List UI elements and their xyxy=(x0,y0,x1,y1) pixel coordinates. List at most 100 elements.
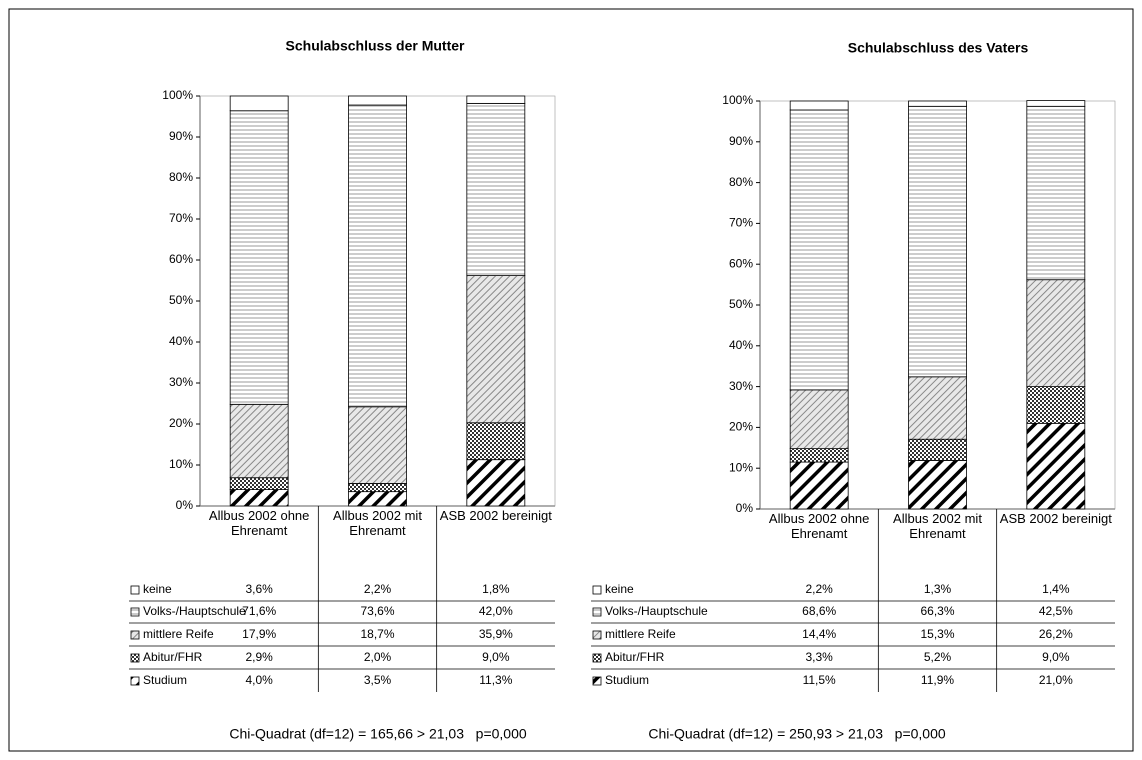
y-tick-label: 60% xyxy=(729,256,753,270)
bar-segment xyxy=(466,459,526,507)
x-tick-label-box: Allbus 2002 mit Ehrenamt xyxy=(333,508,422,538)
table-value: 1,4% xyxy=(1042,582,1070,596)
table-value: 66,3% xyxy=(920,604,954,618)
y-tick-label: 40% xyxy=(169,334,193,348)
bar-segment xyxy=(229,489,289,507)
table-value: 15,3% xyxy=(920,627,954,641)
legend-swatch xyxy=(130,676,140,686)
y-tick-label: 20% xyxy=(169,416,193,430)
table-value: 1,3% xyxy=(924,582,952,596)
y-tick-label: 100% xyxy=(722,93,753,107)
y-tick-label: 50% xyxy=(729,297,753,311)
bar-segment xyxy=(229,477,289,490)
table-value: 2,0% xyxy=(364,650,392,664)
bar-segment xyxy=(908,105,967,378)
bar-segment xyxy=(466,95,526,104)
legend-swatch xyxy=(592,585,602,595)
table-value: 35,9% xyxy=(479,627,513,641)
y-tick-label: 50% xyxy=(169,293,193,307)
y-tick-label: 60% xyxy=(169,252,193,266)
annotation: Chi-Quadrat (df=12) = 250,93 > 21,03 p=0… xyxy=(648,726,946,742)
table-value: 18,7% xyxy=(360,627,394,641)
bar-segment xyxy=(908,460,967,510)
bar-segment xyxy=(1026,422,1086,510)
table-value: 2,9% xyxy=(245,650,273,664)
table-value: 42,0% xyxy=(479,604,513,618)
legend-label: keine xyxy=(605,582,634,596)
table-value: 9,0% xyxy=(482,650,510,664)
bar-segment xyxy=(789,461,849,510)
bar-segment xyxy=(229,95,289,112)
bar-segment xyxy=(789,389,849,450)
bar-segment xyxy=(466,275,526,424)
bar-segment xyxy=(1026,386,1086,424)
x-tick-label: Allbus 2002 ohne Ehrenamt xyxy=(768,511,870,541)
legend-label: mittlere Reife xyxy=(143,627,214,641)
table-value: 14,4% xyxy=(802,627,836,641)
bar-segment xyxy=(348,104,407,408)
legend-label: Studium xyxy=(605,673,649,687)
table-value: 3,6% xyxy=(245,582,273,596)
table-value: 4,0% xyxy=(245,673,273,687)
x-tick-label: Allbus 2002 mit Ehrenamt xyxy=(333,508,422,538)
table-value: 2,2% xyxy=(364,582,392,596)
legend-swatch xyxy=(130,653,140,663)
legend-swatch xyxy=(592,653,602,663)
bar-segment xyxy=(229,110,289,405)
x-tick-label: Allbus 2002 ohne Ehrenamt xyxy=(208,508,310,538)
table-value: 3,3% xyxy=(805,650,833,664)
legend-swatch xyxy=(592,676,602,686)
legend-label: Volks-/Hauptschule xyxy=(605,604,708,618)
bar-segment xyxy=(466,102,526,276)
table-value: 9,0% xyxy=(1042,650,1070,664)
y-tick-label: 100% xyxy=(162,88,193,102)
x-tick-label-box: Allbus 2002 ohne Ehrenamt xyxy=(208,508,310,538)
y-tick-label: 30% xyxy=(169,375,193,389)
x-tick-label: Allbus 2002 mit Ehrenamt xyxy=(893,511,982,541)
legend-swatch xyxy=(130,585,140,595)
y-tick-label: 80% xyxy=(169,170,193,184)
table-value: 42,5% xyxy=(1039,604,1073,618)
chart-title: Schulabschluss des Vaters xyxy=(848,40,1029,56)
bar-segment xyxy=(789,448,849,463)
bar-segment xyxy=(789,100,849,111)
legend-swatch xyxy=(592,607,602,617)
x-tick-label-box: Allbus 2002 mit Ehrenamt xyxy=(893,511,982,541)
legend-label: Abitur/FHR xyxy=(143,650,203,664)
x-tick-label-box: ASB 2002 bereinigt xyxy=(439,508,552,523)
y-tick-label: 0% xyxy=(176,498,194,512)
bar-segment xyxy=(1026,100,1086,107)
x-tick-label-box: Allbus 2002 ohne Ehrenamt xyxy=(768,511,870,541)
table-value: 1,8% xyxy=(482,582,510,596)
annotation: Chi-Quadrat (df=12) = 165,66 > 21,03 p=0… xyxy=(229,726,527,742)
table-value: 11,9% xyxy=(921,673,954,687)
y-tick-label: 90% xyxy=(169,129,193,143)
x-tick-label: ASB 2002 bereinigt xyxy=(999,511,1112,526)
y-tick-label: 90% xyxy=(729,134,753,148)
y-tick-label: 10% xyxy=(169,457,193,471)
bar-segment xyxy=(348,491,407,507)
legend-label: Volks-/Hauptschule xyxy=(143,604,246,618)
table-value: 21,0% xyxy=(1039,673,1073,687)
legend-label: mittlere Reife xyxy=(605,627,676,641)
x-tick-label-box: ASB 2002 bereinigt xyxy=(999,511,1112,526)
y-tick-label: 20% xyxy=(729,420,753,434)
bar-segment xyxy=(908,376,967,440)
table-value: 71,6% xyxy=(242,604,276,618)
table-value: 2,2% xyxy=(805,582,833,596)
table-value: 11,3% xyxy=(479,673,512,687)
y-tick-label: 70% xyxy=(169,211,193,225)
table-value: 26,2% xyxy=(1039,627,1073,641)
y-tick-label: 10% xyxy=(729,460,753,474)
y-tick-label: 70% xyxy=(729,216,753,230)
bar-segment xyxy=(1026,279,1086,388)
bar-segment xyxy=(229,403,289,479)
frame xyxy=(8,8,1134,752)
legend-swatch xyxy=(130,630,140,640)
table-value: 17,9% xyxy=(242,627,276,641)
bar-segment xyxy=(789,109,849,391)
legend-swatch xyxy=(130,607,140,617)
legend-label: keine xyxy=(143,582,172,596)
x-tick-label: ASB 2002 bereinigt xyxy=(439,508,552,523)
